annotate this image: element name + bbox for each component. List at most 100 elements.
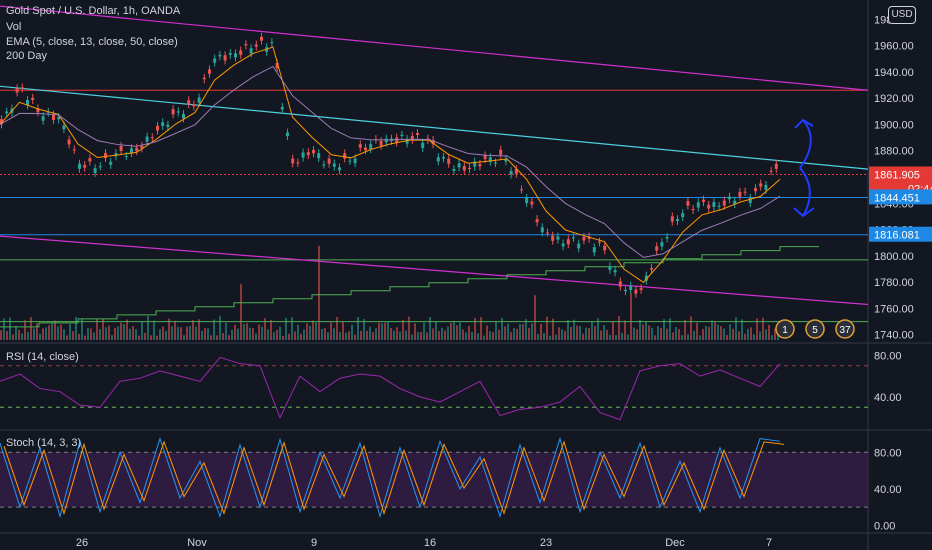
candle-body [57,117,61,120]
y-tick-label: 1920.00 [874,93,914,105]
candle-body [208,69,211,74]
volume-bar [30,317,32,340]
y-tick-label: 1780.00 [874,277,914,289]
volume-bar [297,324,299,340]
candle-body [62,125,66,130]
candle-body [109,161,113,165]
candle-body [119,145,123,151]
volume-bar [711,320,713,340]
volume-bar [432,328,434,340]
volume-bar [741,319,743,340]
volume-bar [510,332,512,340]
volume-bar [423,322,425,340]
volume-bar [648,325,650,340]
stoch-d-line [3,440,785,516]
volume-bar [525,319,527,340]
trend-line [0,85,869,170]
volume-bar [18,330,20,340]
price-label-box [869,226,932,242]
volume-bar [465,332,467,340]
volume-bar [654,335,656,340]
volume-bar [633,327,635,340]
volume-bar [549,335,551,340]
volume-bar [738,331,740,340]
volume-bar [591,321,593,340]
candle-body [457,163,461,168]
volume-bar [516,328,518,340]
candle-body [88,158,92,162]
volume-bar [744,333,746,340]
volume-bar [306,323,308,340]
candle-body [639,288,643,290]
volume-bar [6,331,8,340]
volume-bar [678,328,680,340]
rsi-line [0,356,781,421]
volume-bar [372,332,374,340]
volume-bar [663,319,665,340]
candle-body [540,227,544,233]
volume-bar [312,320,314,340]
volume-bar [441,327,443,340]
volume-bar [705,325,707,340]
volume-bar [324,328,326,340]
candle-body [525,197,529,204]
volume-bar [624,320,626,340]
candle-body [722,200,726,206]
candle-body [400,134,404,136]
volume-bar [129,328,131,340]
candle-body [182,113,185,119]
volume-bar [582,333,584,340]
volume-bar [468,325,470,340]
volume-bar [774,328,776,340]
volume-bar [381,323,383,340]
volume-bar [639,319,641,340]
candle-body [592,247,596,253]
volume-bar [771,335,773,340]
candle-body [280,106,284,110]
volume-bar [99,329,101,340]
volume-bar [21,333,23,340]
y-tick-label: 1940.00 [874,67,914,79]
stoch-y-tick: 40.00 [874,484,902,496]
rsi-legend: RSI (14, close) [6,351,79,363]
currency-button[interactable]: USD [888,6,916,24]
volume-bar [540,323,542,340]
arrow-down-icon [793,167,815,218]
volume-bar [81,318,83,340]
candle-body [561,243,565,247]
volume-bar [612,321,614,340]
y-tick-label: 1760.00 [874,303,914,315]
y-tick-label: 1960.00 [874,41,914,53]
candle-body [577,243,581,249]
candle-body [665,237,669,239]
volume-bar [330,322,332,340]
candle-body [551,235,555,241]
volume-bar [573,319,575,340]
x-tick-label: 26 [76,537,88,549]
candle-body [535,219,539,223]
x-tick-label: 7 [766,537,772,549]
volume-bar [594,326,596,340]
volume-bar [414,323,416,340]
candle-body [83,164,87,168]
candle-body [618,281,622,287]
volume-bar [255,333,257,340]
chart-title: Gold Spot / U.S. Dollar, 1h, OANDA [6,5,181,17]
candle-body [171,109,175,115]
candle-body [192,104,196,107]
volume-bar [180,327,182,340]
volume-bar [597,318,599,340]
volume-bar [201,330,203,340]
candle-body [421,142,425,148]
price-label: 1844.451 [874,192,920,204]
candle-body [93,168,97,174]
candle-body [317,153,321,159]
volume-bar [36,323,38,340]
candle-body [416,133,419,135]
volume-bar [171,326,173,340]
volume-bar [522,324,524,340]
candle-body [296,162,300,164]
volume-bar [732,328,734,340]
candle-body [582,236,586,241]
